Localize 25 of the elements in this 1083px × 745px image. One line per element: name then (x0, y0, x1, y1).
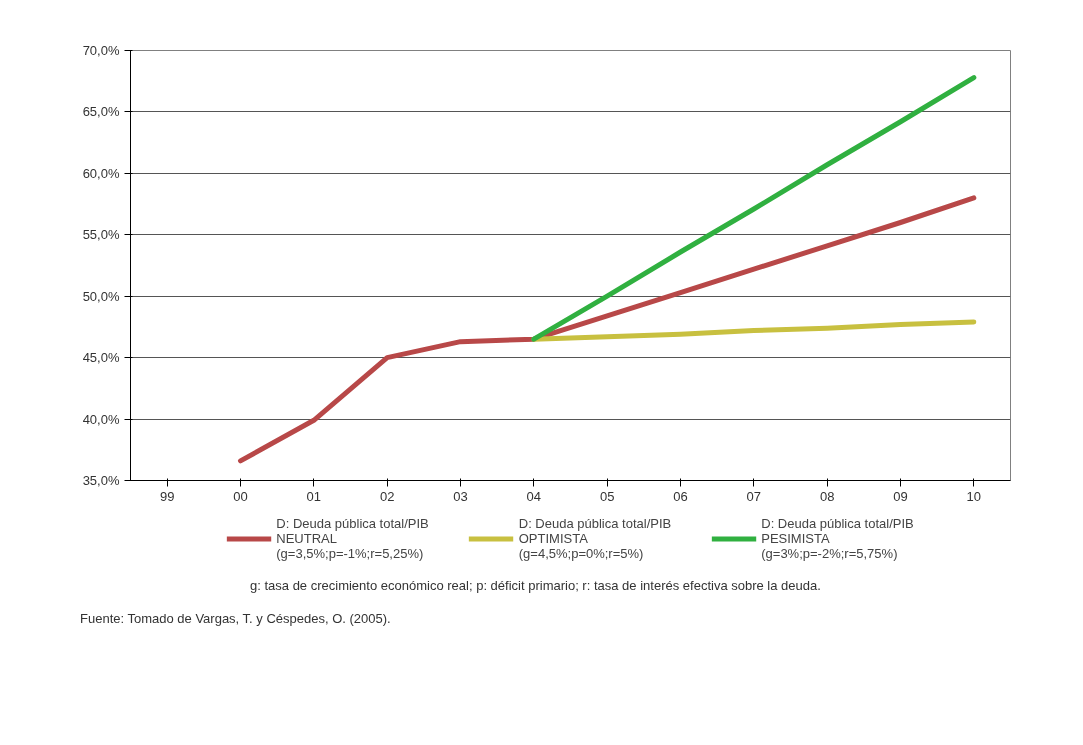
legend-label: D: Deuda pública total/PIB PESIMISTA (g=3%;p=-2%;r=5,75%) (761, 515, 914, 561)
x-tick-label: 04 (526, 488, 542, 504)
source-note: Fuente: Tomado de Vargas, T. y Céspedes, O. (2005). (80, 609, 391, 628)
y-tick-label: 70,0% (82, 43, 120, 58)
x-tick-label: 02 (379, 488, 395, 504)
legend-label: D: Deuda pública total/PIB NEUTRAL (g=3,5%;p=-1%;r=5,25%) (276, 515, 429, 561)
x-tick-label: 00 (233, 488, 248, 504)
y-tick-label: 50,0% (82, 288, 120, 304)
y-tick-label: 55,0% (82, 227, 120, 243)
y-tick-label: 60,0% (82, 165, 120, 181)
legend-label: D: Deuda pública total/PIB OPTIMISTA (g=4,5%;p=0%;r=5%) (518, 515, 672, 561)
x-tick-label: 03 (453, 488, 468, 504)
y-tick-label: 35,0% (82, 473, 120, 488)
x-tick-label: 08 (819, 488, 835, 504)
x-tick-label: 06 (673, 488, 688, 504)
y-tick-label: 40,0% (82, 411, 120, 427)
x-tick-label: 01 (306, 488, 322, 504)
x-tick-label: 99 (159, 488, 175, 504)
text: g: tasa de crecimiento económico real; p: déficit primario; r: tasa de interés efectiva sobre la deuda. (250, 577, 821, 595)
y-tick-label: 45,0% (82, 350, 120, 366)
x-tick-label: 09 (893, 488, 908, 504)
x-tick-label: 10 (966, 488, 982, 504)
x-tick-label: 07 (746, 488, 762, 504)
x-tick-label: 05 (599, 488, 615, 504)
y-tick-label: 65,0% (82, 104, 120, 120)
